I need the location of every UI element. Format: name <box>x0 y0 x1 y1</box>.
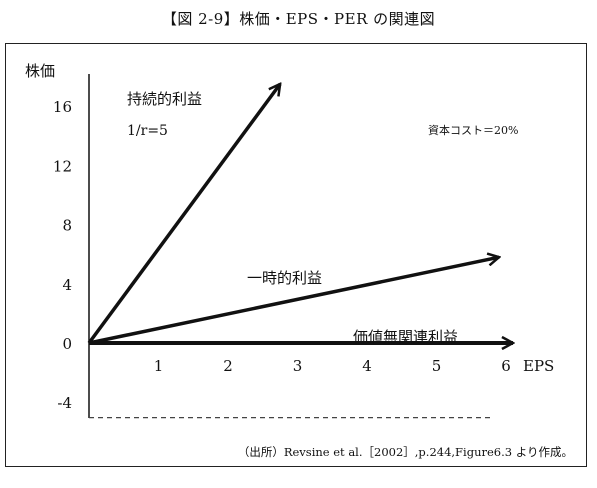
x-tick-label: 5 <box>432 357 442 375</box>
y-tick-label: 4 <box>62 276 72 294</box>
figure-title: 【図 2-9】株価・EPS・PER の関連図 <box>161 10 436 28</box>
y-tick-label: 0 <box>62 335 72 353</box>
series-arrow <box>88 257 499 345</box>
source-note: （出所）Revsine et al.［2002］,p.244,Figure6.3… <box>237 445 573 459</box>
series-label-persistent: 持続的利益 <box>127 90 202 108</box>
x-tick-label: 3 <box>293 357 303 375</box>
x-tick-label: 1 <box>154 357 164 375</box>
y-tick-label: 16 <box>53 98 72 116</box>
series-label-irrelevant: 価値無関連利益 <box>353 328 458 346</box>
y-tick-label: -4 <box>57 394 72 412</box>
figure-frame <box>5 43 587 467</box>
x-axis-label: EPS <box>523 357 554 375</box>
y-tick-label: 12 <box>53 157 72 175</box>
x-tick-label: 4 <box>362 357 372 375</box>
series-label-temporary: 一時的利益 <box>247 269 322 287</box>
series-arrow <box>87 84 280 345</box>
x-tick-label: 6 <box>501 357 511 375</box>
x-tick-label: 2 <box>223 357 233 375</box>
annotation-ratio: 1/r=5 <box>127 123 168 139</box>
y-axis-label: 株価 <box>25 62 55 80</box>
annotation-cost-of-capital: 資本コスト＝20% <box>428 123 518 137</box>
y-tick-label: 8 <box>62 217 72 235</box>
